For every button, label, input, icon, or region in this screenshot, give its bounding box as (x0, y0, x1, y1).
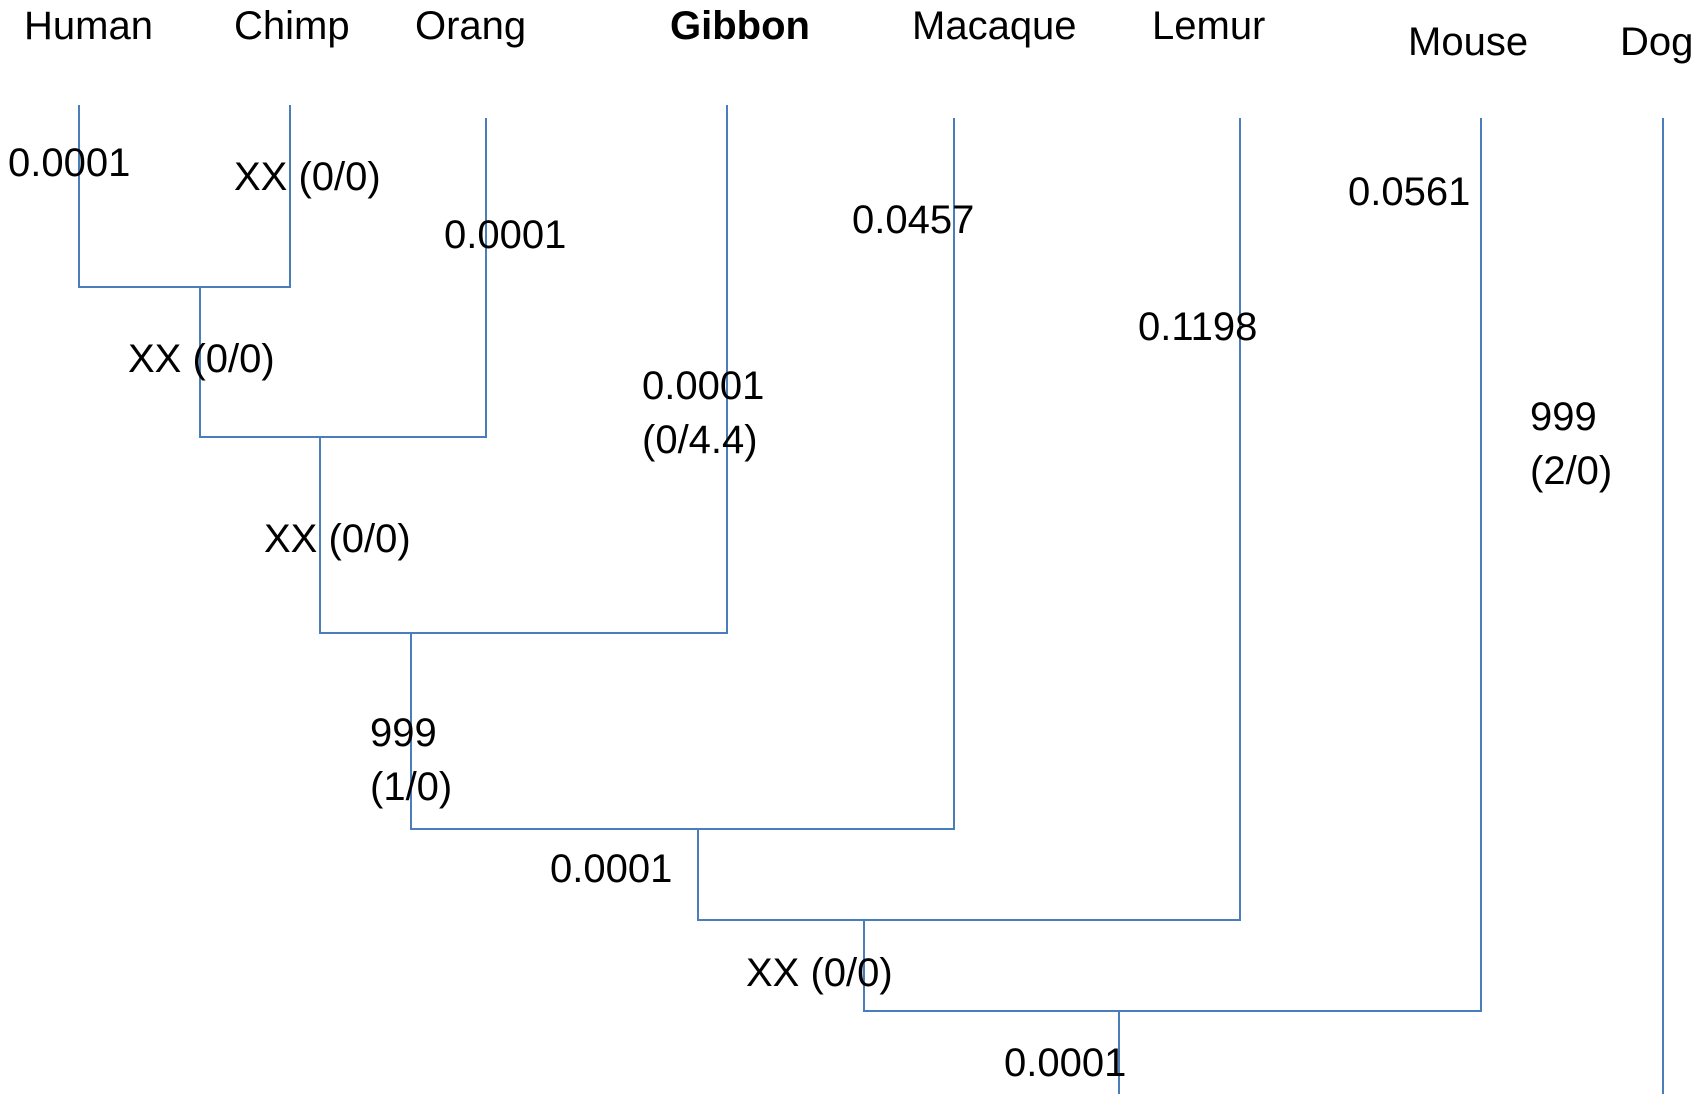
branch-chimp-orang (199, 118, 487, 438)
branch-label-anthropoids: 0.0001 (550, 847, 673, 891)
branch-label-macaque: 0.0457 (852, 198, 975, 242)
taxon-chimp-label: Chimp (234, 4, 350, 48)
branch-lemur (697, 118, 1241, 921)
branch-label-root: 0.0001 (1004, 1041, 1127, 1085)
taxon-macaque-label: Macaque (912, 4, 1077, 48)
taxon-lemur-label: Lemur (1152, 4, 1266, 48)
branch-label-human-chimp: XX (0/0) (128, 337, 275, 381)
branch-label-orang: 0.0001 (444, 213, 567, 257)
branch-label-primates: XX (0/0) (746, 951, 893, 995)
branch-label-dog: 999 (2/0) (1530, 395, 1613, 493)
branch-label-human: 0.0001 (8, 141, 131, 185)
taxon-orang-label: Orang (415, 4, 527, 48)
branch-label-apes: 999 (1/0) (370, 711, 453, 809)
taxon-dog-label: Dog (1620, 20, 1694, 64)
branch-mouse (863, 118, 1482, 1012)
branch-human (78, 105, 291, 288)
branch-apes-macaque (410, 118, 955, 830)
branch-label-mouse: 0.0561 (1348, 170, 1471, 214)
taxon-mouse-label: Mouse (1408, 20, 1529, 64)
branch-label-chimp: XX (0/0) (234, 155, 381, 199)
branch-hco-gibbon (319, 105, 728, 634)
branch-label-gibbon: 0.0001 (0/4.4) (642, 364, 765, 462)
branch-label-lemur: 0.1198 (1138, 305, 1258, 349)
taxon-human-label: Human (24, 4, 153, 48)
taxon-gibbon-label: Gibbon (670, 4, 810, 48)
branch-label-human-chimp-orang: XX (0/0) (264, 517, 411, 561)
